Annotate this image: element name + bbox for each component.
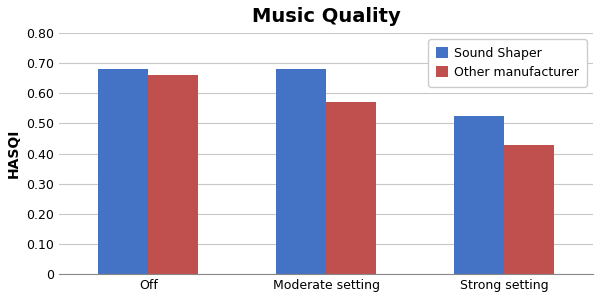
Bar <box>504 145 554 274</box>
Bar <box>326 102 376 274</box>
Legend: Sound Shaper, Other manufacturer: Sound Shaper, Other manufacturer <box>428 39 587 86</box>
Bar <box>148 75 198 274</box>
Bar <box>277 69 326 274</box>
Bar <box>98 69 148 274</box>
Title: Music Quality: Music Quality <box>252 7 401 26</box>
Y-axis label: HASQI: HASQI <box>7 129 21 178</box>
Bar <box>454 116 504 274</box>
